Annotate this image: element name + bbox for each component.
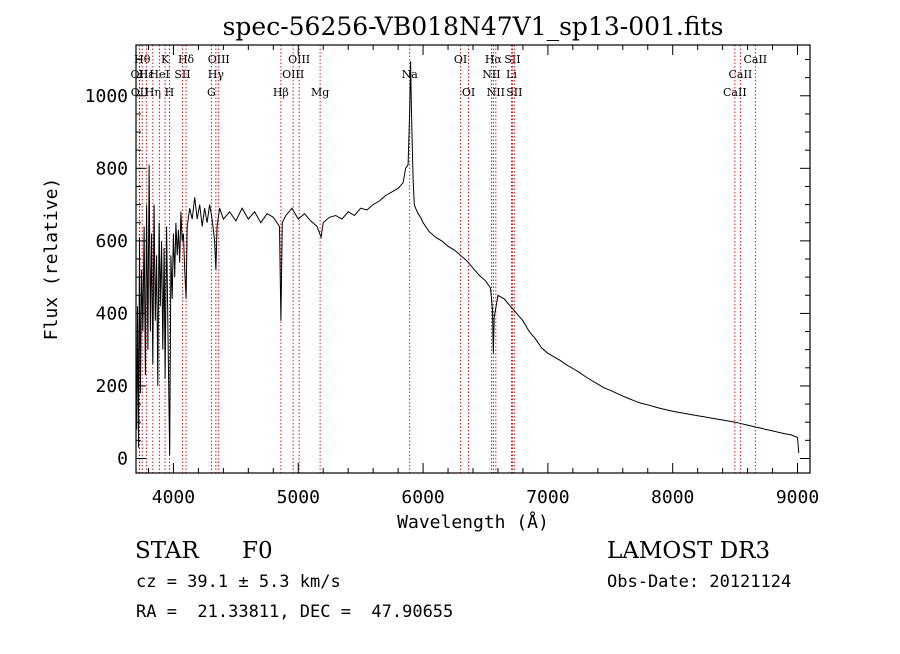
x-tick-label: 6000 (401, 487, 444, 508)
line-marker-label: G (207, 86, 216, 99)
line-marker-label: Hη (145, 86, 161, 99)
x-tick-label: 7000 (526, 487, 569, 508)
line-marker-label: Li (506, 68, 517, 81)
line-marker-label: SII (506, 86, 522, 99)
line-marker-label: Mg (311, 86, 329, 99)
y-tick-label: 200 (95, 376, 128, 397)
x-tick-label: 9000 (776, 487, 819, 508)
line-marker-label: HeI (149, 68, 169, 81)
line-marker-label: SII (504, 53, 520, 66)
coordinates: RA = 21.33811, DEC = 47.90655 (136, 602, 454, 622)
line-marker-label: Hε (139, 68, 155, 81)
x-tick-label: 5000 (277, 487, 320, 508)
line-marker-label: OIII (288, 53, 310, 66)
subclass: F0 (242, 538, 273, 564)
line-marker-label: H (165, 86, 175, 99)
line-marker-label: SII (174, 68, 190, 81)
series-line (135, 61, 800, 455)
line-marker-label: Hδ (178, 53, 195, 66)
plot-frame (135, 44, 811, 474)
redshift-velocity: cz = 39.1 ± 5.3 km/s (136, 572, 341, 592)
y-tick-label: 400 (95, 303, 128, 324)
y-axis-label: Flux (relative) (41, 178, 62, 341)
line-marker-label: NII (487, 86, 505, 99)
line-marker-label: CaII (729, 68, 753, 81)
line-marker-label: Hα (485, 53, 503, 66)
observation-date: Obs-Date: 20121124 (607, 572, 792, 592)
line-marker-label: OIII (282, 68, 304, 81)
flux-series (135, 61, 800, 455)
line-marker-label: CaII (723, 86, 747, 99)
line-marker-label: NII (482, 68, 500, 81)
x-tick-label: 4000 (152, 487, 195, 508)
object-class: STAR (135, 538, 199, 564)
y-tick-label: 0 (117, 448, 128, 469)
y-tick-label: 600 (95, 231, 128, 252)
chart-title: spec-56256-VB018N47V1_sp13-001.fits (223, 12, 724, 41)
x-axis-label: Wavelength (Å) (397, 511, 549, 533)
y-tick-label: 800 (95, 158, 128, 179)
x-tick-label: 8000 (651, 487, 694, 508)
line-marker-label: OI (462, 86, 475, 99)
line-marker-label: K (161, 53, 170, 66)
line-marker-label: Hγ (208, 68, 225, 81)
survey-label: LAMOST DR3 (607, 538, 771, 564)
line-marker-label: CaII (743, 53, 767, 66)
line-marker-label: OIII (208, 53, 230, 66)
line-marker-label: OI (454, 53, 467, 66)
axis-ticks: 4000 5000 6000 7000 8000 9000 0 200 400 600 800 100… (85, 45, 819, 508)
line-marker-label: Hβ (273, 86, 289, 99)
y-tick-label: 1000 (85, 86, 128, 107)
